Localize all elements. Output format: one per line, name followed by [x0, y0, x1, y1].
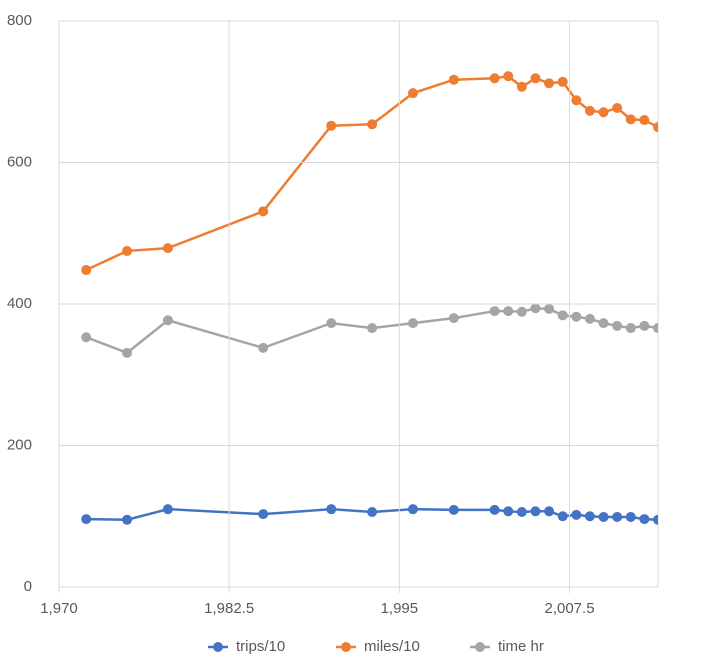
data-point	[584, 313, 595, 324]
data-point	[448, 313, 459, 324]
data-point	[489, 504, 500, 515]
y-tick-label: 800	[7, 12, 32, 29]
data-point	[639, 320, 650, 331]
x-tick-label: 1,982.5	[204, 600, 254, 617]
data-point	[516, 306, 527, 317]
data-point	[557, 76, 568, 87]
data-point	[81, 332, 92, 343]
data-point	[571, 311, 582, 322]
data-point	[530, 506, 541, 517]
data-point	[639, 514, 650, 525]
data-point	[367, 323, 378, 334]
data-point	[584, 105, 595, 116]
legend-marker	[341, 642, 351, 652]
data-point	[503, 506, 514, 517]
data-point	[653, 323, 658, 334]
data-point	[625, 114, 636, 125]
y-tick-label: 400	[7, 295, 32, 312]
data-point	[258, 206, 269, 217]
data-point	[544, 303, 555, 314]
data-point	[326, 120, 337, 131]
data-point	[598, 318, 609, 329]
data-point	[639, 115, 650, 126]
data-point	[612, 511, 623, 522]
data-point	[258, 509, 269, 520]
x-tick-label: 1,995	[381, 600, 419, 617]
data-point	[571, 509, 582, 520]
data-point	[489, 306, 500, 317]
data-point	[571, 95, 582, 106]
data-point	[544, 506, 555, 517]
y-tick-label: 0	[24, 578, 32, 595]
data-point	[489, 73, 500, 84]
data-point	[326, 318, 337, 329]
data-point	[598, 107, 609, 118]
legend-marker	[475, 642, 485, 652]
data-point	[326, 504, 337, 515]
data-point	[557, 310, 568, 321]
data-point	[653, 514, 658, 525]
data-point	[81, 265, 92, 276]
x-tick-label: 1,970	[40, 600, 78, 617]
data-point	[162, 243, 173, 254]
legend-label: trips/10	[236, 638, 285, 655]
data-point	[503, 71, 514, 82]
data-point	[81, 514, 92, 525]
data-point	[584, 511, 595, 522]
data-point	[122, 514, 133, 525]
data-point	[503, 306, 514, 317]
legend-marker	[213, 642, 223, 652]
data-point	[544, 78, 555, 89]
y-tick-label: 200	[7, 436, 32, 453]
legend-label: miles/10	[364, 638, 420, 655]
data-point	[258, 342, 269, 353]
data-point	[448, 74, 459, 85]
data-point	[367, 119, 378, 130]
data-point	[122, 347, 133, 358]
data-point	[530, 73, 541, 84]
data-point	[612, 320, 623, 331]
data-point	[367, 507, 378, 518]
data-point	[653, 122, 658, 133]
data-point	[407, 318, 418, 329]
y-tick-label: 600	[7, 153, 32, 170]
data-point	[530, 303, 541, 314]
data-point	[407, 504, 418, 515]
legend-label: time hr	[498, 638, 544, 655]
data-point	[122, 245, 133, 256]
x-tick-label: 2,007.5	[544, 600, 594, 617]
series-line	[85, 74, 658, 272]
data-point	[625, 511, 636, 522]
data-point	[557, 511, 568, 522]
data-point	[162, 504, 173, 515]
data-point	[625, 323, 636, 334]
data-point	[448, 504, 459, 515]
plot-area	[81, 71, 658, 525]
data-point	[162, 315, 173, 326]
data-point	[516, 507, 527, 518]
data-point	[407, 88, 418, 99]
data-point	[612, 103, 623, 114]
data-point	[598, 511, 609, 522]
data-point	[516, 81, 527, 92]
